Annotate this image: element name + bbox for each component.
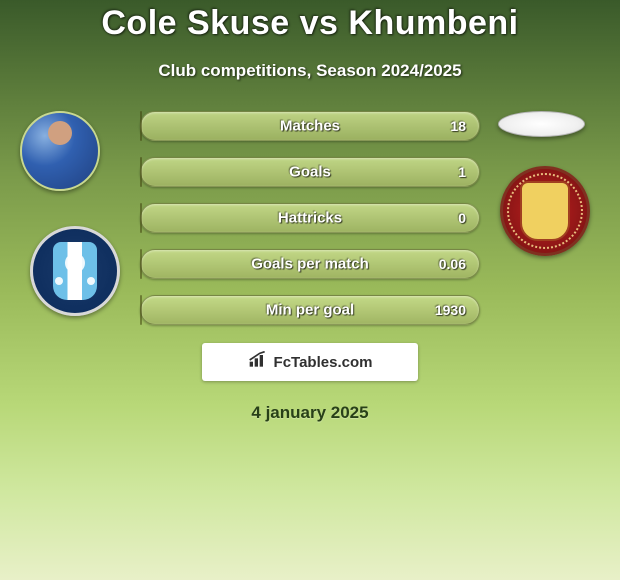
page-subtitle: Club competitions, Season 2024/2025 xyxy=(0,61,620,81)
stat-bar-fill xyxy=(140,111,142,141)
stat-bar-fill xyxy=(140,203,142,233)
stat-bar-fill xyxy=(140,295,142,325)
stat-bars-list: Matches 18 Goals 1 Hattricks 0 Goals per match… xyxy=(140,111,480,325)
date-text: 4 january 2025 xyxy=(0,403,620,423)
stat-bar: Goals 1 xyxy=(140,157,480,187)
stat-bar: Goals per match 0.06 xyxy=(140,249,480,279)
page-title: Cole Skuse vs Khumbeni xyxy=(0,4,620,43)
stat-bar: Matches 18 xyxy=(140,111,480,141)
stat-bar-label: Matches xyxy=(280,118,340,135)
player-avatar-icon xyxy=(20,111,100,191)
player-avatar-placeholder-icon xyxy=(498,111,585,137)
club-left-badge xyxy=(30,226,120,316)
watermark-text: FcTables.com xyxy=(274,354,373,371)
stat-bar-value: 1 xyxy=(458,164,466,180)
stat-bar-value: 0 xyxy=(458,210,466,226)
stat-bar-value: 1930 xyxy=(435,302,466,318)
club-badge-icon xyxy=(30,226,120,316)
club-right-badge xyxy=(500,166,590,256)
player-right-avatar xyxy=(498,111,585,137)
stat-bar-label: Min per goal xyxy=(266,302,354,319)
content-wrapper: Cole Skuse vs Khumbeni Club competitions… xyxy=(0,0,620,423)
stat-bar-fill xyxy=(140,249,142,279)
stat-bar-value: 18 xyxy=(450,118,466,134)
stat-bar-fill xyxy=(140,157,142,187)
chart-icon xyxy=(248,351,268,373)
watermark-badge: FcTables.com xyxy=(202,343,418,381)
club-badge-icon xyxy=(500,166,590,256)
stat-bar-label: Hattricks xyxy=(278,210,342,227)
stat-bar: Min per goal 1930 xyxy=(140,295,480,325)
player-left-avatar xyxy=(20,111,100,191)
stat-bar-value: 0.06 xyxy=(439,256,466,272)
stat-bar-label: Goals per match xyxy=(251,256,369,273)
main-area: Matches 18 Goals 1 Hattricks 0 Goals per match… xyxy=(0,111,620,423)
stat-bar: Hattricks 0 xyxy=(140,203,480,233)
stat-bar-label: Goals xyxy=(289,164,331,181)
